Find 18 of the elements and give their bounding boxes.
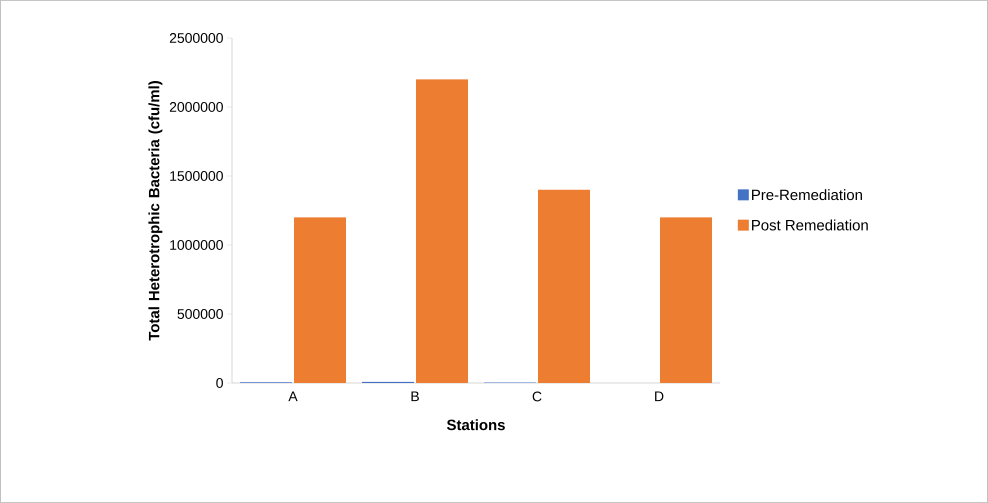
bar — [294, 217, 346, 383]
y-tick-label: 1000000 — [170, 240, 223, 250]
y-tick-label: 500000 — [178, 309, 223, 319]
y-tick-label: 2500000 — [170, 33, 223, 43]
y-tick-label: 0 — [216, 378, 223, 388]
x-axis-title: Stations — [446, 419, 505, 430]
bar — [538, 190, 590, 383]
x-tick-label: C — [532, 392, 542, 402]
bar — [416, 79, 468, 383]
x-tick-label: B — [411, 392, 419, 402]
x-tick-label: A — [288, 392, 298, 402]
legend-label: Post Remediation — [752, 219, 868, 230]
legend-label: Pre-Remediation — [752, 189, 862, 200]
y-tick-label: 2000000 — [170, 102, 223, 112]
x-tick-label: D — [655, 392, 664, 402]
y-axis-title: Total Heterotrophic Bacteria (cfu/ml) — [148, 81, 162, 341]
y-tick-label: 1500000 — [170, 171, 223, 181]
bar — [660, 217, 712, 383]
